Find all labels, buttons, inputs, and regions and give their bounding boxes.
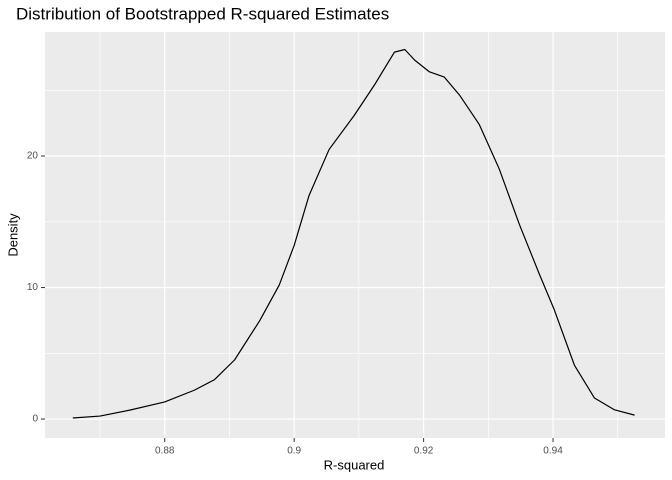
y-axis-title: Density	[5, 213, 20, 257]
y-tick-label: 0	[32, 414, 38, 425]
y-tick-label: 10	[27, 282, 39, 293]
panel	[45, 32, 665, 438]
y-tick-label: 20	[27, 151, 39, 162]
density-line	[72, 48, 635, 419]
x-tick-label: 0.94	[543, 446, 563, 457]
x-tick-label: 0.92	[414, 446, 434, 457]
x-tick-label: 0.88	[155, 446, 175, 457]
x-axis-title: R-squared	[324, 457, 385, 472]
x-tick-label: 0.9	[287, 446, 301, 457]
chart-title: Distribution of Bootstrapped R-squared E…	[16, 4, 389, 23]
